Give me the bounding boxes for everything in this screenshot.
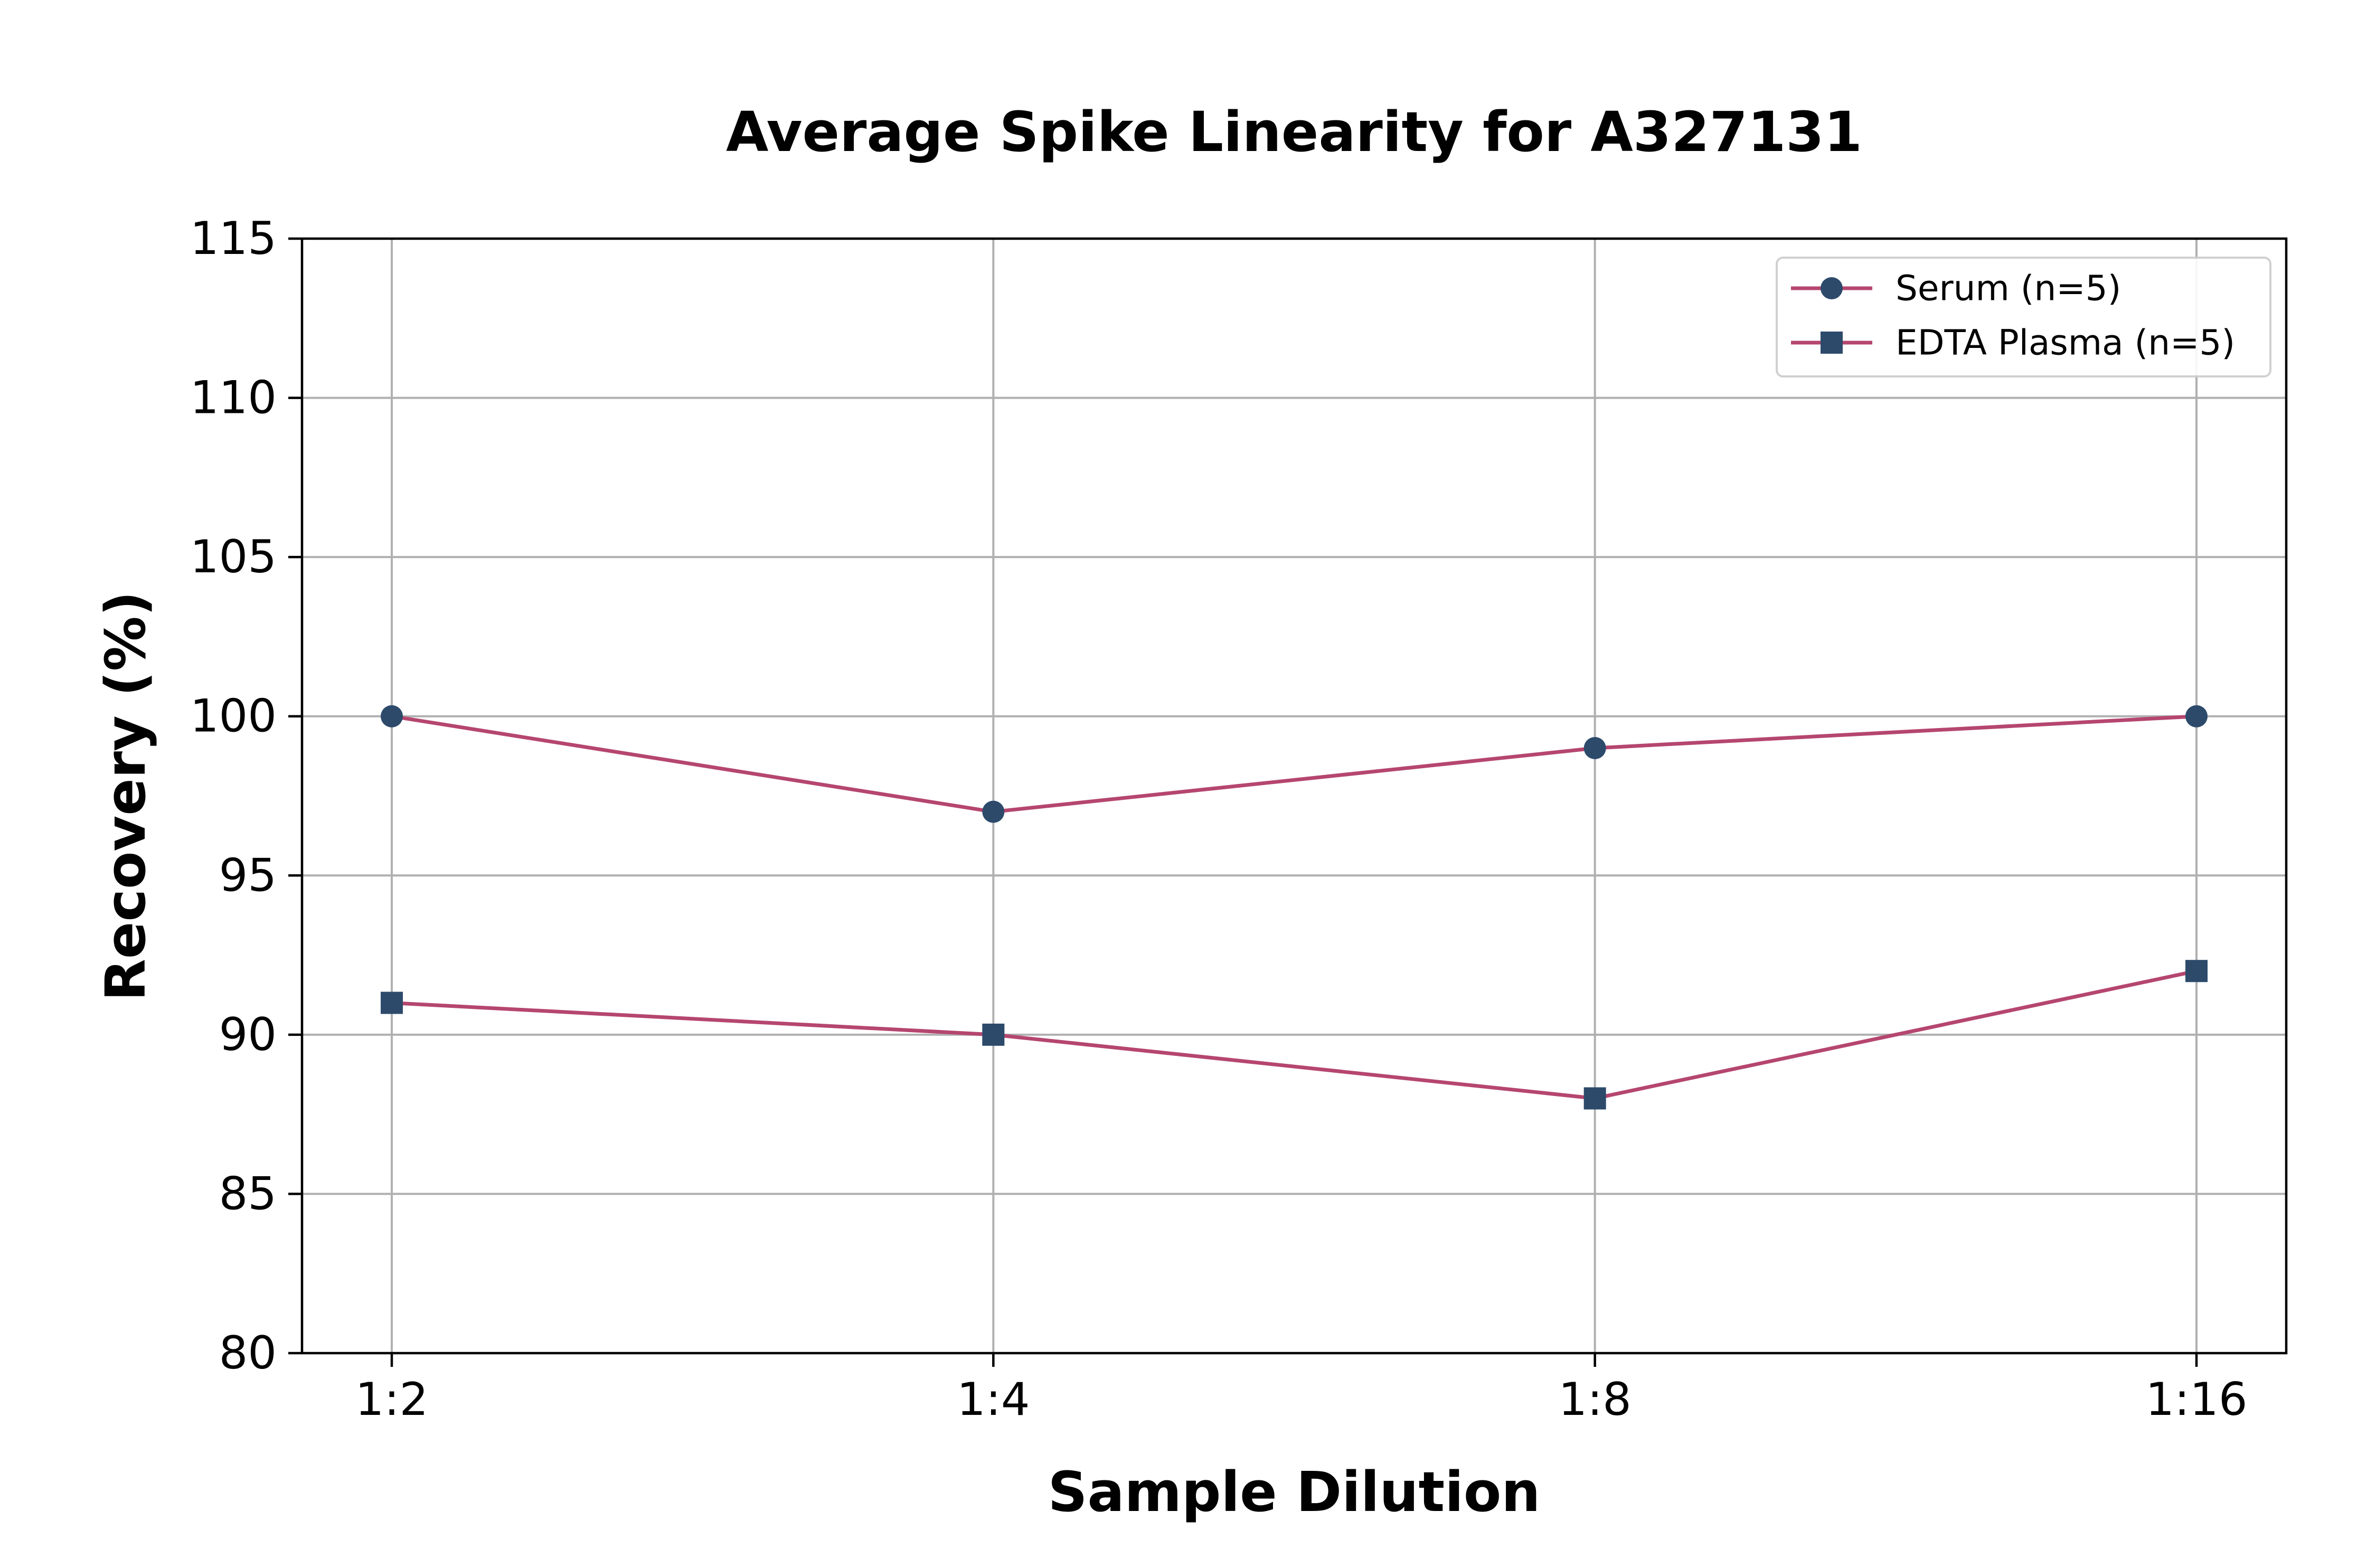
legend: Serum (n=5) EDTA Plasma (n=5) bbox=[1776, 257, 2271, 377]
data-point bbox=[2185, 960, 2208, 983]
data-point bbox=[381, 705, 403, 728]
data-point bbox=[381, 991, 403, 1014]
legend-item: EDTA Plasma (n=5) bbox=[1791, 323, 2235, 363]
legend-item: Serum (n=5) bbox=[1791, 268, 2121, 309]
y-tick-label: 90 bbox=[219, 1008, 277, 1061]
x-tick-label: 1:8 bbox=[1558, 1373, 1631, 1426]
y-tick-label: 85 bbox=[219, 1167, 277, 1220]
series-line bbox=[391, 969, 2197, 1100]
y-tick-label: 110 bbox=[190, 372, 277, 424]
y-tick-label: 115 bbox=[190, 212, 277, 265]
series-edta-plasma bbox=[381, 960, 2208, 1110]
series-line bbox=[391, 714, 2197, 814]
x-tick-label: 1:4 bbox=[957, 1373, 1030, 1426]
chart-title: Average Spike Linearity for A327131 bbox=[726, 100, 1862, 164]
data-point bbox=[1583, 1087, 1606, 1110]
y-tick-label: 105 bbox=[190, 531, 277, 583]
y-tick-label: 95 bbox=[219, 849, 277, 902]
series-layer bbox=[381, 705, 2208, 1110]
legend-box bbox=[1776, 257, 2271, 377]
legend-label: Serum (n=5) bbox=[1896, 268, 2121, 309]
plot-frame bbox=[300, 237, 2288, 1355]
legend-marker bbox=[1821, 277, 1843, 299]
series-serum bbox=[381, 705, 2208, 823]
axis-ticks: 80 85 90 95 100 105 110 115 1:2 1:4 1:8 1:16 bbox=[190, 212, 2248, 1426]
legend-marker bbox=[1821, 332, 1843, 354]
data-point bbox=[1583, 737, 1606, 760]
data-point bbox=[982, 1023, 1005, 1046]
y-tick-label: 100 bbox=[190, 690, 277, 743]
data-point bbox=[2185, 705, 2208, 728]
data-point bbox=[982, 800, 1005, 823]
x-tick-label: 1:16 bbox=[2145, 1373, 2247, 1426]
y-axis-label: Recovery (%) bbox=[93, 591, 158, 1002]
grid-lines bbox=[302, 238, 2286, 1354]
y-tick-label: 80 bbox=[219, 1327, 277, 1380]
legend-label: EDTA Plasma (n=5) bbox=[1896, 323, 2235, 363]
x-tick-label: 1:2 bbox=[355, 1373, 428, 1426]
x-axis-label: Sample Dilution bbox=[1048, 1460, 1541, 1524]
